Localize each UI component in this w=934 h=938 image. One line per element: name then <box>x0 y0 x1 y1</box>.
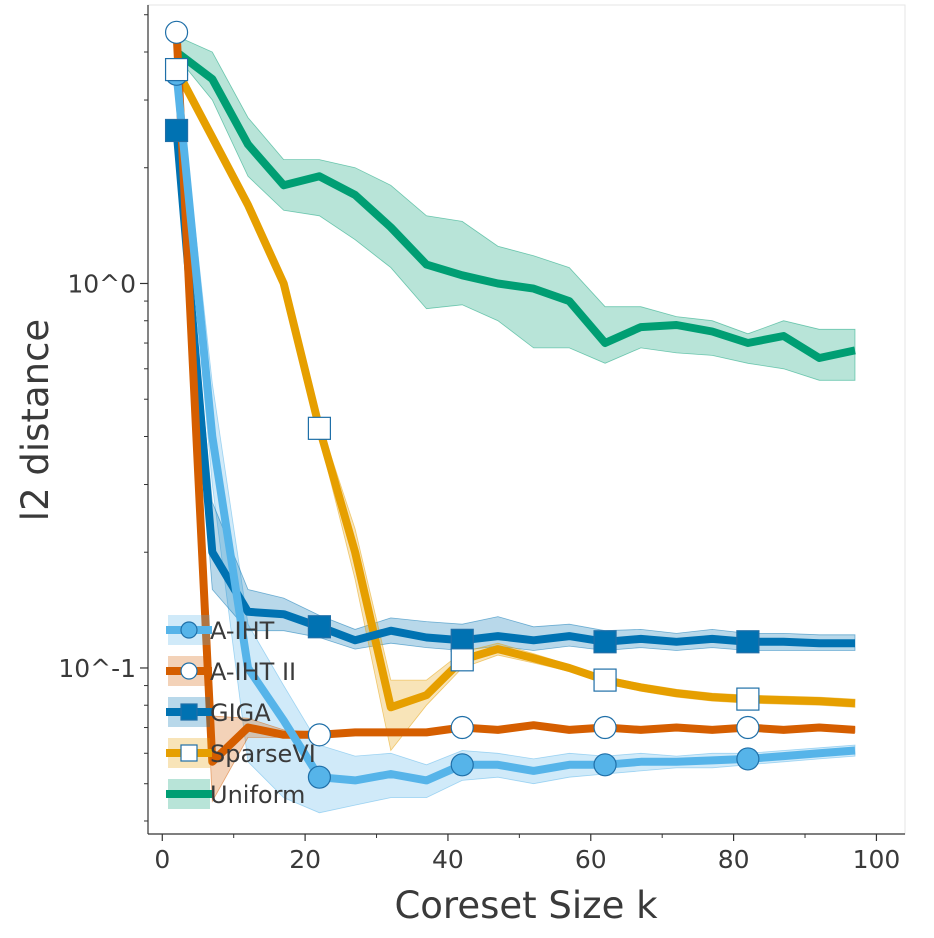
marker-giga-k22 <box>307 615 331 639</box>
legend-label-a-iht-ii: A-IHT II <box>210 658 296 686</box>
marker-a-iht-ii-k2 <box>164 20 189 44</box>
x-tick-label-80: 80 <box>718 845 750 874</box>
marker-a-iht-k82 <box>736 747 760 771</box>
confidence-bands <box>176 25 856 814</box>
legend-item-giga: GIGA <box>166 697 271 727</box>
legend-item-uniform: Uniform <box>166 779 305 809</box>
y-tick-label-0: 10^-1 <box>58 654 136 683</box>
marker-giga-k42 <box>450 628 474 652</box>
marker-sparsevi-k2 <box>164 57 189 82</box>
legend-item-a-iht-ii: A-IHT II <box>166 656 296 686</box>
x-tick-label-60: 60 <box>575 845 607 874</box>
band-uniform <box>176 35 856 381</box>
legend-item-a-iht: A-IHT <box>166 615 275 645</box>
marker-a-iht-ii-k62 <box>593 715 617 740</box>
legend-label-sparsevi: SparseVI <box>210 740 316 768</box>
x-tick-label-0: 0 <box>154 845 170 874</box>
legend: A-IHT A-IHT II GIGA SparseVI Uniform <box>166 615 316 809</box>
x-tick-label-100: 100 <box>853 845 901 874</box>
x-tick-label-20: 20 <box>289 845 321 874</box>
marker-giga-k2 <box>164 118 189 143</box>
x-axis-title: Coreset Size k <box>394 884 658 927</box>
series-markers <box>164 20 760 789</box>
axes: 0 20 40 60 80 100 10^-1 10^0 <box>58 5 905 874</box>
marker-a-iht-k22 <box>307 765 331 789</box>
marker-a-iht-ii-k42 <box>450 715 474 740</box>
marker-giga-k62 <box>593 630 617 654</box>
legend-swatch-marker <box>180 662 198 680</box>
legend-label-a-iht: A-IHT <box>210 617 275 645</box>
legend-item-sparsevi: SparseVI <box>166 738 316 768</box>
marker-sparsevi-k42 <box>450 648 474 672</box>
band-sparsevi <box>176 64 856 752</box>
legend-label-giga: GIGA <box>210 699 271 727</box>
y-tick-label-1: 10^0 <box>67 269 136 298</box>
marker-a-iht-ii-k82 <box>736 715 760 740</box>
x-tick-label-40: 40 <box>432 845 464 874</box>
marker-sparsevi-k22 <box>307 416 331 440</box>
marker-a-iht-k62 <box>593 753 617 777</box>
line-uniform <box>174 48 856 362</box>
marker-giga-k82 <box>736 630 760 654</box>
marker-a-iht-ii-k22 <box>307 723 331 747</box>
marker-sparsevi-k82 <box>736 687 760 711</box>
legend-label-uniform: Uniform <box>210 781 305 809</box>
marker-sparsevi-k62 <box>593 668 617 692</box>
legend-swatch-marker <box>180 703 198 721</box>
legend-swatch-marker <box>180 744 198 762</box>
band-a-iht <box>176 60 856 814</box>
y-axis-title: l2 distance <box>14 319 57 521</box>
legend-swatch-marker <box>180 621 198 639</box>
marker-a-iht-k42 <box>450 753 474 777</box>
